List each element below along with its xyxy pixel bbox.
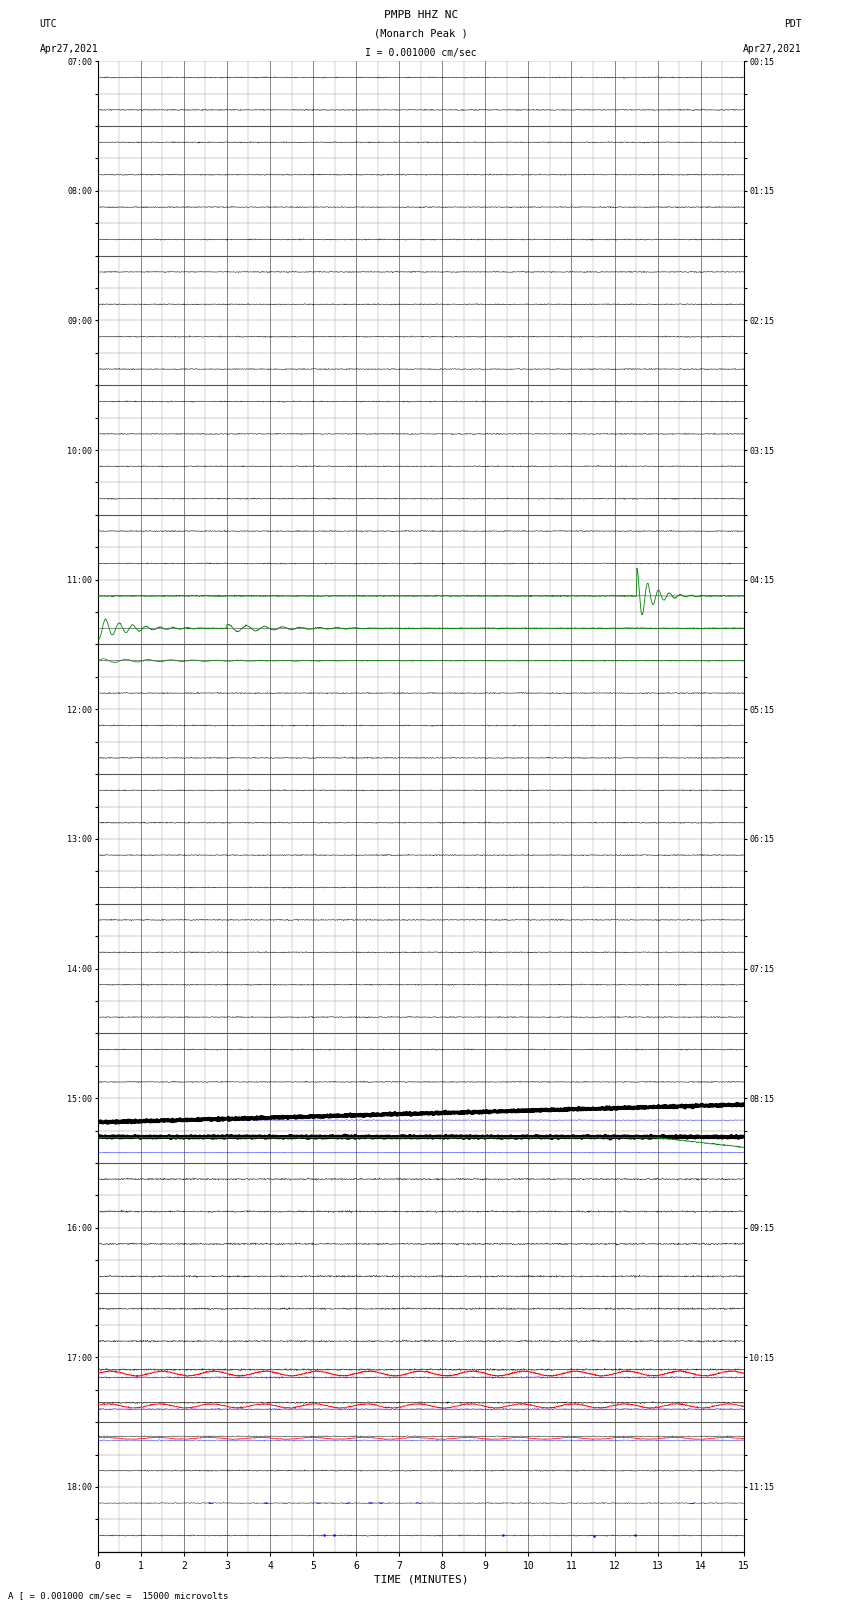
Text: Apr27,2021: Apr27,2021 xyxy=(40,44,99,53)
Text: Apr27,2021: Apr27,2021 xyxy=(743,44,802,53)
Text: PMPB HHZ NC: PMPB HHZ NC xyxy=(383,10,458,19)
Text: A [ = 0.001000 cm/sec =  15000 microvolts: A [ = 0.001000 cm/sec = 15000 microvolts xyxy=(8,1590,229,1600)
Text: (Monarch Peak ): (Monarch Peak ) xyxy=(374,29,468,39)
Text: UTC: UTC xyxy=(40,18,57,29)
X-axis label: TIME (MINUTES): TIME (MINUTES) xyxy=(373,1574,468,1586)
Text: I = 0.001000 cm/sec: I = 0.001000 cm/sec xyxy=(365,48,477,58)
Text: PDT: PDT xyxy=(785,18,802,29)
